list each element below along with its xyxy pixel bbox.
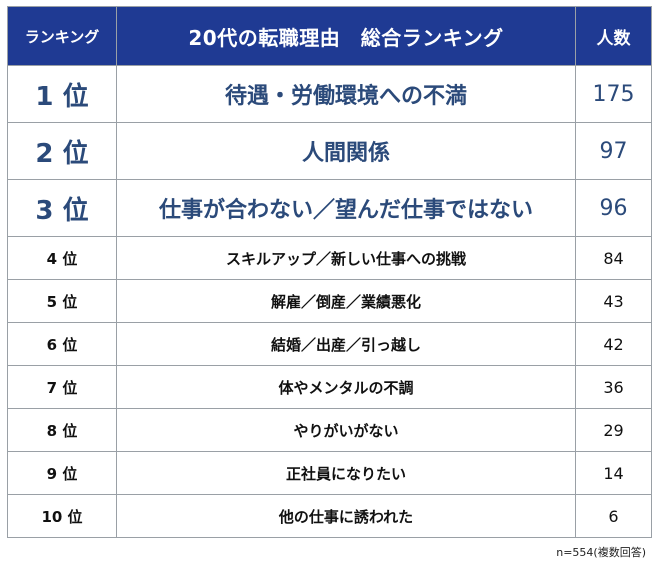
ranking-table: ランキング 20代の転職理由 総合ランキング 人数 1 位 待遇・労働環境への不… (7, 6, 652, 538)
rank-cell: 1 位 (7, 65, 117, 123)
table-row: 8 位 やりがいがない 29 (7, 408, 652, 452)
sample-size-footnote: n=554(複数回答) (556, 546, 646, 559)
reason-cell: 解雇／倒産／業績悪化 (116, 279, 576, 323)
rank-cell: 5 位 (7, 279, 117, 323)
rank-cell: 10 位 (7, 494, 117, 538)
count-cell: 43 (575, 279, 652, 323)
reason-cell: 仕事が合わない／望んだ仕事ではない (116, 179, 576, 237)
reason-cell: 正社員になりたい (116, 451, 576, 495)
table-row: 9 位 正社員になりたい 14 (7, 451, 652, 495)
reason-cell: 体やメンタルの不調 (116, 365, 576, 409)
rank-cell: 7 位 (7, 365, 117, 409)
count-cell: 175 (575, 65, 652, 123)
rank-cell: 9 位 (7, 451, 117, 495)
count-column-header: 人数 (575, 6, 652, 66)
header-row: ランキング 20代の転職理由 総合ランキング 人数 (7, 6, 652, 66)
table-row: 2 位 人間関係 97 (7, 122, 652, 180)
table-row: 3 位 仕事が合わない／望んだ仕事ではない 96 (7, 179, 652, 237)
count-cell: 14 (575, 451, 652, 495)
count-cell: 96 (575, 179, 652, 237)
count-cell: 6 (575, 494, 652, 538)
count-cell: 42 (575, 322, 652, 366)
rank-cell: 8 位 (7, 408, 117, 452)
table-row: 1 位 待遇・労働環境への不満 175 (7, 65, 652, 123)
reason-cell: やりがいがない (116, 408, 576, 452)
rank-cell: 3 位 (7, 179, 117, 237)
count-cell: 97 (575, 122, 652, 180)
reason-cell: 結婚／出産／引っ越し (116, 322, 576, 366)
table-row: 4 位 スキルアップ／新しい仕事への挑戦 84 (7, 236, 652, 280)
table-title: 20代の転職理由 総合ランキング (116, 6, 576, 66)
count-cell: 29 (575, 408, 652, 452)
reason-cell: 人間関係 (116, 122, 576, 180)
rank-cell: 4 位 (7, 236, 117, 280)
table-row: 10 位 他の仕事に誘われた 6 (7, 494, 652, 538)
count-cell: 84 (575, 236, 652, 280)
table-row: 5 位 解雇／倒産／業績悪化 43 (7, 279, 652, 323)
reason-cell: 他の仕事に誘われた (116, 494, 576, 538)
rank-cell: 2 位 (7, 122, 117, 180)
table-row: 7 位 体やメンタルの不調 36 (7, 365, 652, 409)
count-cell: 36 (575, 365, 652, 409)
reason-cell: スキルアップ／新しい仕事への挑戦 (116, 236, 576, 280)
rank-cell: 6 位 (7, 322, 117, 366)
rank-column-header: ランキング (7, 6, 117, 66)
reason-cell: 待遇・労働環境への不満 (116, 65, 576, 123)
table-row: 6 位 結婚／出産／引っ越し 42 (7, 322, 652, 366)
